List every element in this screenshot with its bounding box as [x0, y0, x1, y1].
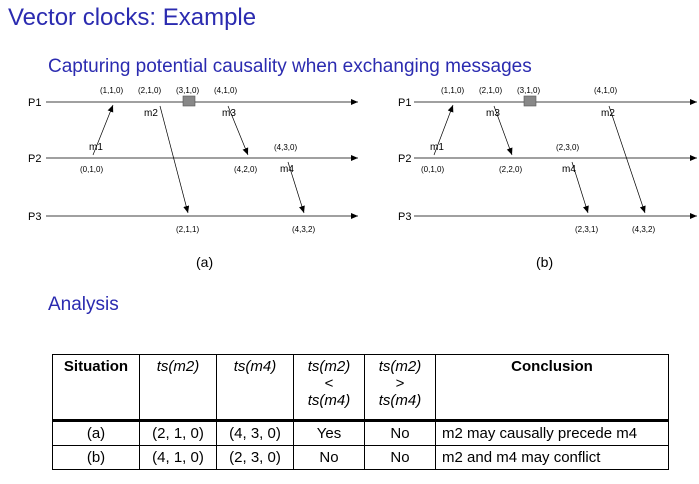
process-label-p3: P3	[398, 211, 411, 223]
message-label-m2: m2	[144, 108, 158, 119]
message-label-m3: m3	[222, 108, 236, 119]
message-arrow-m1	[92, 104, 114, 156]
header-ts-m2: ts(m2)	[139, 354, 217, 422]
message-arrow-m3	[493, 105, 513, 156]
timestamp-label: (2,3,0)	[556, 143, 579, 152]
timestamp-label: (2,1,1)	[176, 225, 199, 234]
message-arrow-m4	[571, 161, 589, 214]
cell-greater-than: No	[364, 445, 436, 470]
timestamp-label: (2,2,0)	[499, 165, 522, 174]
message-label-m1: m1	[430, 142, 444, 153]
header-ts-m4: ts(m4)	[216, 354, 294, 422]
message-arrow-m1	[433, 104, 454, 156]
timestamp-label: (4,1,0)	[594, 86, 617, 95]
timestamp-label: (4,2,0)	[234, 165, 257, 174]
header-less-than: ts(m2) < ts(m4)	[293, 354, 365, 422]
timestamp-label: (2,1,0)	[138, 86, 161, 95]
process-label-p2: P2	[28, 153, 41, 165]
cell-ts-m2: (2, 1, 0)	[139, 420, 217, 446]
message-arrow-m2	[159, 105, 190, 214]
diagram-a: P1 P2 P3 (1,1,0) (2,1,0) (3,1,0) (4,1,0)…	[28, 86, 358, 270]
header-lt-symbol: <	[324, 375, 334, 392]
timestamp-label: (4,1,0)	[214, 86, 237, 95]
process-label-p2: P2	[398, 153, 411, 165]
message-label-m2: m2	[601, 108, 615, 119]
timestamp-label: (3,1,0)	[517, 86, 540, 95]
analysis-heading: Analysis	[48, 294, 119, 315]
table-row: (a) (2, 1, 0) (4, 3, 0) Yes No m2 may ca…	[52, 420, 669, 446]
local-event-marker	[523, 95, 537, 107]
cell-conclusion: m2 and m4 may conflict	[435, 445, 669, 470]
timestamp-label: (3,1,0)	[176, 86, 199, 95]
process-label-p3: P3	[28, 211, 41, 223]
diagram-caption: (b)	[536, 254, 553, 270]
timestamp-label: (2,1,0)	[479, 86, 502, 95]
cell-situation: (a)	[52, 420, 140, 446]
cell-ts-m4: (4, 3, 0)	[216, 420, 294, 446]
vector-clock-diagrams: P1 P2 P3 (1,1,0) (2,1,0) (3,1,0) (4,1,0)…	[28, 86, 697, 270]
table-header-row: Situation ts(m2) ts(m4) ts(m2) < ts(m4) …	[52, 354, 669, 422]
header-situation: Situation	[52, 354, 140, 422]
message-label-m4: m4	[562, 164, 576, 175]
timestamp-label: (4,3,2)	[632, 225, 655, 234]
cell-less-than: No	[293, 445, 365, 470]
cell-conclusion: m2 may causally precede m4	[435, 420, 669, 446]
header-gt-top: ts(m2)	[378, 358, 422, 375]
cell-less-than: Yes	[293, 420, 365, 446]
header-conclusion: Conclusion	[435, 354, 669, 422]
analysis-table: Situation ts(m2) ts(m4) ts(m2) < ts(m4) …	[52, 354, 669, 470]
cell-ts-m4: (2, 3, 0)	[216, 445, 294, 470]
message-label-m3: m3	[486, 108, 500, 119]
header-lt-top: ts(m2)	[307, 358, 351, 375]
process-label-p1: P1	[398, 97, 411, 109]
table-row: (b) (4, 1, 0) (2, 3, 0) No No m2 and m4 …	[52, 445, 669, 470]
header-gt-bottom: ts(m4)	[378, 392, 422, 409]
process-label-p1: P1	[28, 97, 41, 109]
cell-situation: (b)	[52, 445, 140, 470]
timestamp-label: (4,3,2)	[292, 225, 315, 234]
message-label-m4: m4	[280, 164, 294, 175]
timestamp-label: (4,3,0)	[274, 143, 297, 152]
timestamp-label: (0,1,0)	[421, 165, 444, 174]
diagram-caption: (a)	[196, 254, 213, 270]
message-arrow-m2	[608, 105, 646, 214]
timestamp-label: (1,1,0)	[100, 86, 123, 95]
message-arrow-m4	[287, 161, 305, 214]
cell-ts-m2: (4, 1, 0)	[139, 445, 217, 470]
cell-greater-than: No	[364, 420, 436, 446]
slide-title: Vector clocks: Example	[8, 4, 257, 31]
header-greater-than: ts(m2) > ts(m4)	[364, 354, 436, 422]
timestamp-label: (2,3,1)	[575, 225, 598, 234]
timestamp-label: (1,1,0)	[441, 86, 464, 95]
message-label-m1: m1	[89, 142, 103, 153]
slide-subtitle: Capturing potential causality when excha…	[48, 56, 532, 77]
timestamp-label: (0,1,0)	[80, 165, 103, 174]
message-arrow-m3	[227, 105, 249, 156]
diagram-b: P1 P2 P3 (1,1,0) (2,1,0) (3,1,0) (4,1,0)…	[398, 86, 697, 270]
header-lt-bottom: ts(m4)	[307, 392, 351, 409]
header-gt-symbol: >	[395, 375, 405, 392]
local-event-marker	[182, 95, 196, 107]
